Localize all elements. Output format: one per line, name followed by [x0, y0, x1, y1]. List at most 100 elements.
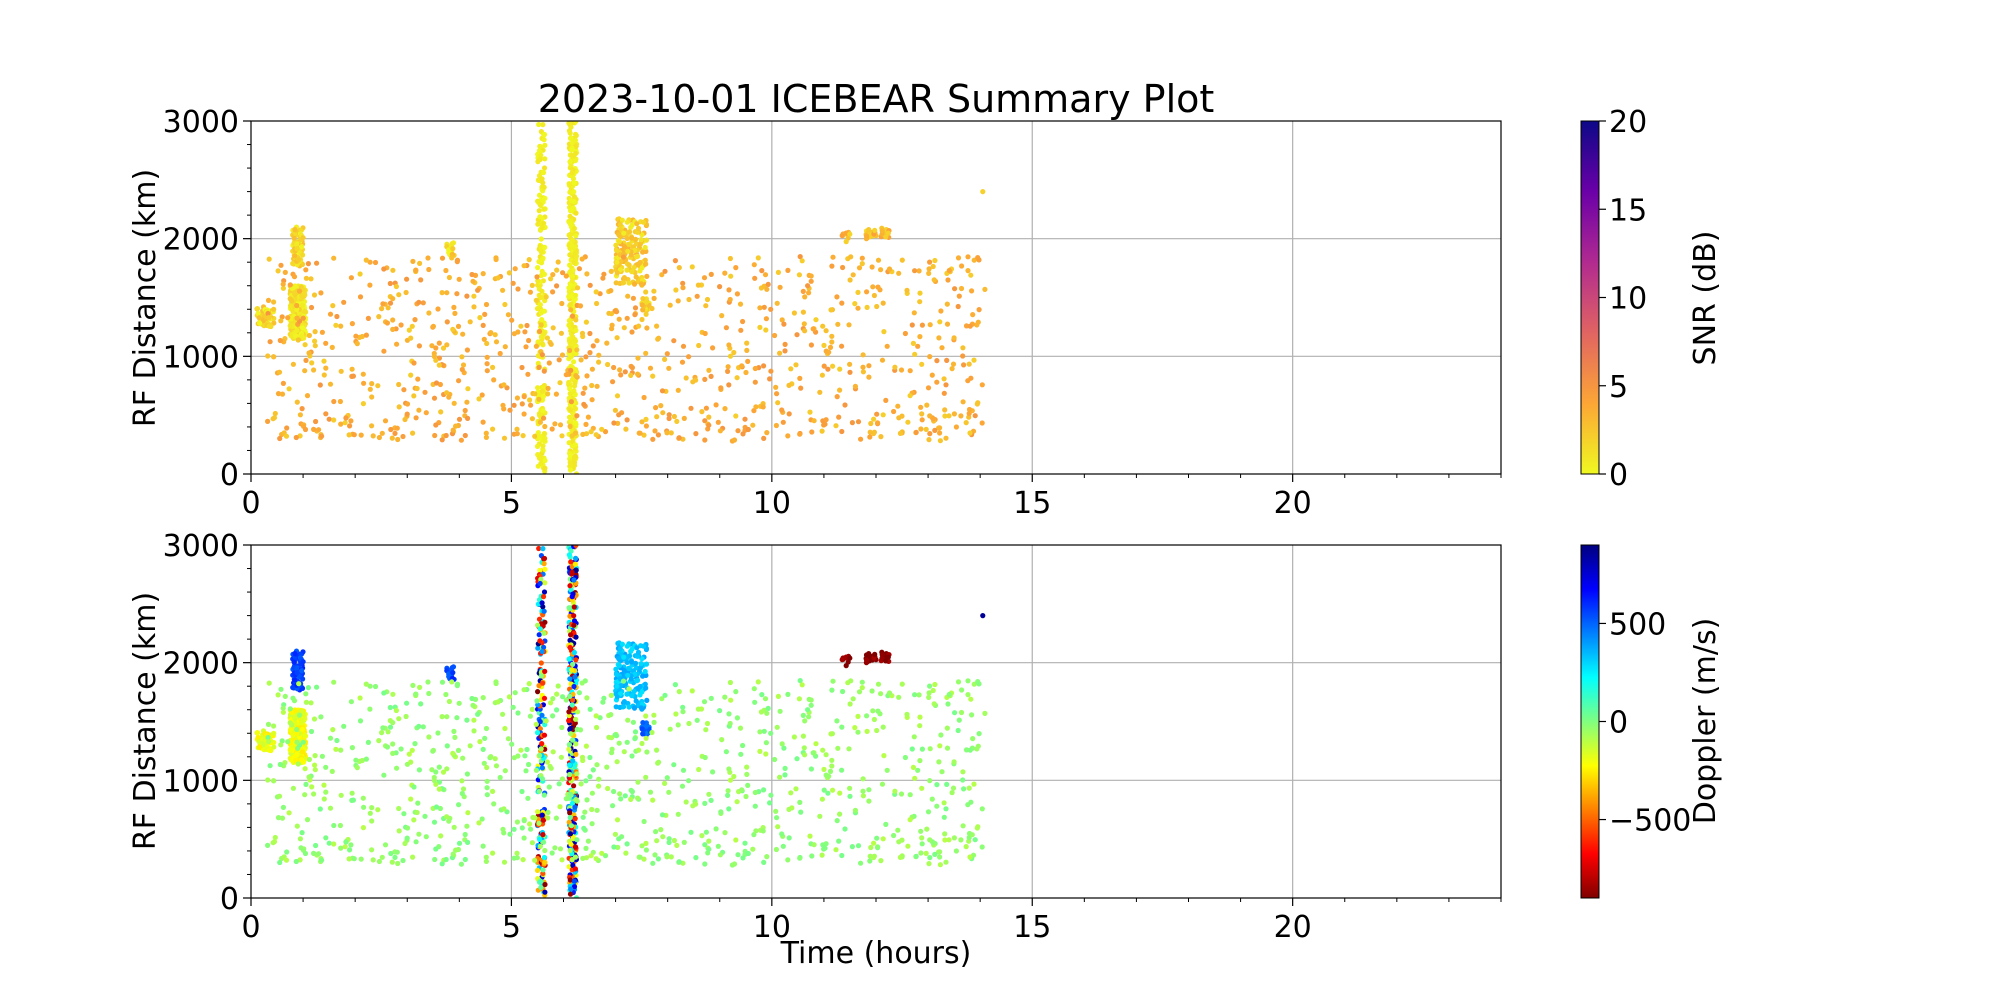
snr-data-point [801, 321, 807, 327]
doppler-data-point [673, 711, 679, 717]
snr-data-point [569, 313, 576, 319]
snr-data-point [679, 359, 686, 365]
doppler-data-point [837, 811, 843, 817]
doppler-data-point [390, 741, 396, 747]
snr-data-point [927, 322, 933, 328]
doppler-data-point [539, 648, 545, 655]
doppler-data-point [542, 668, 548, 675]
snr-data-point [727, 353, 734, 359]
doppler-data-point [629, 789, 636, 795]
doppler-data-point [639, 689, 645, 695]
snr-data-point [484, 368, 490, 374]
doppler-data-point [629, 659, 635, 665]
snr-data-point [537, 419, 544, 425]
doppler-data-point [970, 736, 976, 742]
snr-data-point [941, 390, 947, 396]
doppler-data-point [535, 645, 541, 651]
snr-data-point [768, 368, 774, 374]
snr-data-point [623, 426, 629, 432]
doppler-data-point [600, 699, 606, 705]
snr-data-point [593, 289, 599, 295]
doppler-data-point [616, 836, 622, 842]
snr-data-point [878, 434, 884, 440]
doppler-data-point [640, 643, 647, 649]
snr-data-point [849, 420, 856, 426]
snr-data-point [868, 420, 874, 427]
snr-data-point [567, 386, 573, 392]
doppler-y-tick-label: 3000 [163, 529, 239, 564]
snr-data-point [541, 415, 547, 421]
doppler-data-point [349, 745, 355, 751]
snr-data-point [860, 352, 866, 358]
doppler-data-point [573, 716, 579, 722]
snr-data-point [388, 426, 394, 433]
snr-data-point [557, 380, 563, 386]
snr-data-point [864, 289, 870, 295]
doppler-data-point [672, 682, 679, 688]
doppler-data-point [532, 815, 538, 821]
snr-data-point [875, 420, 881, 426]
doppler-data-point [772, 756, 778, 763]
snr-data-point [662, 268, 668, 274]
doppler-data-point [569, 569, 575, 575]
snr-data-point [270, 416, 276, 422]
snr-data-point [439, 290, 445, 296]
snr-data-point [820, 323, 826, 329]
doppler-data-point [573, 895, 580, 898]
snr-data-point [389, 435, 395, 441]
snr-data-point [896, 415, 902, 421]
snr-data-point [617, 367, 623, 373]
doppler-data-point [767, 800, 773, 806]
doppler-data-point [912, 692, 918, 698]
doppler-data-point [375, 807, 381, 813]
snr-data-point [634, 221, 640, 227]
snr-data-point [272, 410, 278, 417]
snr-data-point [569, 243, 575, 249]
snr-data-point [566, 232, 572, 238]
snr-data-point [537, 202, 543, 208]
doppler-data-point [279, 738, 285, 744]
doppler-data-point [311, 850, 317, 857]
doppler-data-point [871, 840, 877, 846]
doppler-data-point [358, 856, 364, 862]
snr-data-point [932, 427, 938, 433]
doppler-data-point [537, 580, 543, 587]
snr-data-point [745, 358, 751, 364]
snr-data-point [357, 271, 363, 277]
snr-data-point [450, 427, 456, 433]
doppler-data-point [666, 789, 672, 795]
doppler-data-point [541, 630, 547, 636]
snr-data-point [752, 275, 758, 281]
doppler-data-point [571, 622, 577, 628]
doppler-data-point [299, 717, 305, 723]
doppler-data-point [867, 853, 873, 859]
snr-data-point [270, 354, 277, 360]
doppler-data-point [542, 881, 548, 888]
snr-data-point [880, 300, 886, 306]
snr-data-point [594, 338, 600, 344]
doppler-data-point [930, 687, 936, 694]
snr-data-point [444, 290, 450, 296]
snr-data-point [805, 283, 811, 289]
snr-data-point [717, 428, 724, 434]
doppler-data-point [820, 747, 826, 753]
snr-data-point [456, 416, 463, 422]
doppler-data-point [433, 804, 440, 810]
snr-data-point [443, 267, 449, 274]
doppler-data-point [965, 692, 971, 698]
doppler-data-point [294, 823, 300, 829]
snr-data-point [541, 430, 548, 437]
snr-data-point [958, 285, 965, 292]
doppler-data-point [635, 779, 641, 785]
doppler-data-point [572, 866, 579, 872]
doppler-data-point [450, 750, 456, 757]
doppler-data-point [573, 555, 579, 562]
doppler-data-point [450, 670, 456, 676]
doppler-data-point [299, 668, 305, 674]
doppler-data-point [638, 661, 644, 667]
snr-data-point [674, 418, 680, 424]
snr-data-point [283, 433, 290, 439]
snr-data-point [556, 357, 562, 363]
doppler-data-point [905, 843, 911, 849]
doppler-data-point [643, 840, 649, 847]
